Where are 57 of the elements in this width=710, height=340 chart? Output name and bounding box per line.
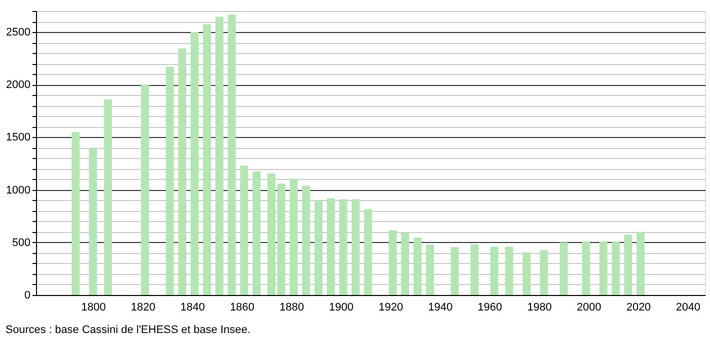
bar — [582, 241, 590, 295]
bar — [215, 16, 224, 295]
x-tick-label: 2020 — [626, 302, 651, 314]
x-tick-label: 1800 — [81, 302, 106, 314]
bar — [352, 199, 360, 295]
bar — [104, 99, 112, 295]
bar — [490, 246, 498, 295]
bar — [190, 32, 199, 295]
bar — [339, 199, 348, 295]
bar — [364, 209, 372, 295]
bar — [540, 250, 548, 295]
bar — [612, 241, 620, 295]
bar — [388, 230, 397, 295]
bar — [314, 200, 322, 295]
source-note: Sources : base Cassini de l'EHESS et base Insee. — [6, 324, 250, 336]
y-tick-label: 500 — [12, 236, 30, 249]
y-tick-label: 1000 — [6, 184, 30, 196]
bar — [636, 232, 645, 295]
x-tick-label: 1980 — [527, 302, 552, 314]
x-tick-label: 2040 — [676, 302, 700, 314]
x-tick-label: 1880 — [279, 302, 304, 314]
x-tick-label: 1960 — [478, 302, 502, 314]
bar — [290, 178, 298, 295]
y-tick-label: 0 — [24, 290, 30, 302]
bar — [326, 198, 335, 295]
bar — [277, 184, 286, 295]
y-tick-label: 2500 — [6, 26, 30, 39]
y-tick-label: 1500 — [6, 132, 30, 144]
bar — [505, 246, 514, 295]
x-tick-label: 1900 — [329, 302, 354, 314]
x-tick-label: 1840 — [180, 302, 205, 314]
x-tick-label: 2000 — [576, 302, 602, 314]
bar — [414, 238, 422, 295]
bar — [522, 252, 531, 295]
bar — [252, 171, 261, 295]
bar — [228, 14, 236, 295]
bar — [302, 186, 310, 295]
bar — [89, 148, 98, 295]
bar — [624, 234, 632, 295]
x-tick-label: 1860 — [230, 302, 254, 314]
y-tick-label: 2000 — [6, 79, 30, 92]
bar — [267, 174, 276, 295]
bar — [470, 244, 479, 295]
bar — [426, 244, 434, 295]
x-tick-label: 1820 — [130, 302, 156, 314]
bar — [202, 24, 211, 295]
bar — [141, 84, 150, 295]
bar — [166, 66, 174, 295]
x-tick-label: 1940 — [428, 302, 453, 314]
bar — [560, 242, 568, 295]
x-tick-label: 1920 — [378, 302, 404, 314]
bar — [72, 132, 80, 295]
bar — [450, 247, 459, 295]
bar — [599, 241, 608, 295]
bar — [178, 48, 186, 295]
bar — [401, 232, 410, 295]
bar — [240, 166, 248, 295]
